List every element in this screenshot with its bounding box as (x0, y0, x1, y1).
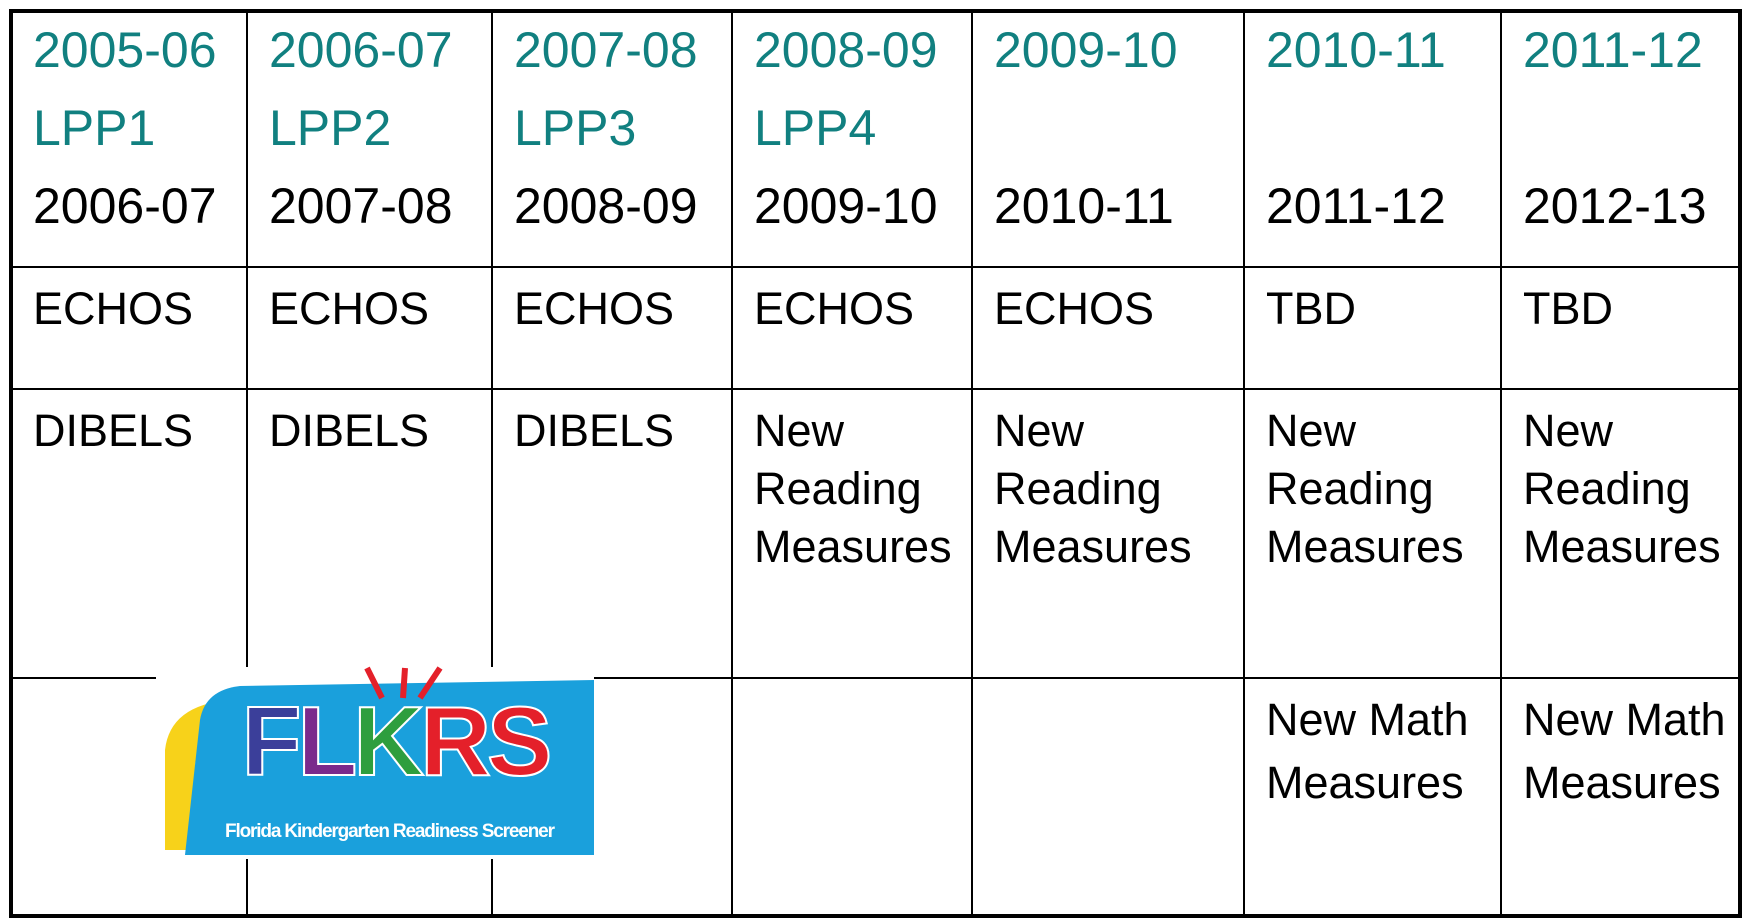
cell-text: New Math Measures (1266, 694, 1469, 808)
header-target: 2009-10 (754, 178, 938, 234)
header-lpp: LPP1 (33, 100, 156, 156)
header-target: 2006-07 (33, 178, 217, 234)
cell-text: DIBELS (514, 405, 675, 456)
cell-text: New Reading Measures (754, 405, 952, 572)
cell-text: ECHOS (269, 283, 430, 334)
header-target: 2011-12 (1266, 178, 1446, 234)
cell-text: New Math Measures (1523, 694, 1726, 808)
header-lpp: LPP4 (754, 100, 877, 156)
header-years: 2006-07 (269, 22, 453, 78)
cell-text: DIBELS (33, 405, 194, 456)
cell-text: ECHOS (514, 283, 675, 334)
cell-text: New Reading Measures (1266, 405, 1464, 572)
header-lpp: LPP3 (514, 100, 637, 156)
header-target: 2012-13 (1523, 178, 1707, 234)
cell-text: ECHOS (754, 283, 915, 334)
header-years: 2008-09 (754, 22, 938, 78)
cell-text: ECHOS (994, 283, 1155, 334)
header-years: 2009-10 (994, 22, 1178, 78)
header-years: 2005-06 (33, 22, 217, 78)
cell-text: TBD (1523, 283, 1613, 334)
header-years: 2011-12 (1523, 22, 1703, 78)
cell-text: TBD (1266, 283, 1356, 334)
header-target: 2008-09 (514, 178, 698, 234)
cell-text: DIBELS (269, 405, 430, 456)
header-years: 2010-11 (1266, 22, 1446, 78)
header-target: 2010-11 (994, 178, 1174, 234)
header-target: 2007-08 (269, 178, 453, 234)
cell-text: New Reading Measures (1523, 405, 1721, 572)
logo-text: FLKRS (242, 686, 549, 796)
cell-text: ECHOS (33, 283, 194, 334)
cell-text: New Reading Measures (994, 405, 1192, 572)
logo-caption: Florida Kindergarten Readiness Screener (225, 821, 556, 842)
logo: FLKRS Florida Kindergarten Readiness Scr… (156, 666, 594, 859)
header-years: 2007-08 (514, 22, 698, 78)
header-lpp: LPP2 (269, 100, 392, 156)
